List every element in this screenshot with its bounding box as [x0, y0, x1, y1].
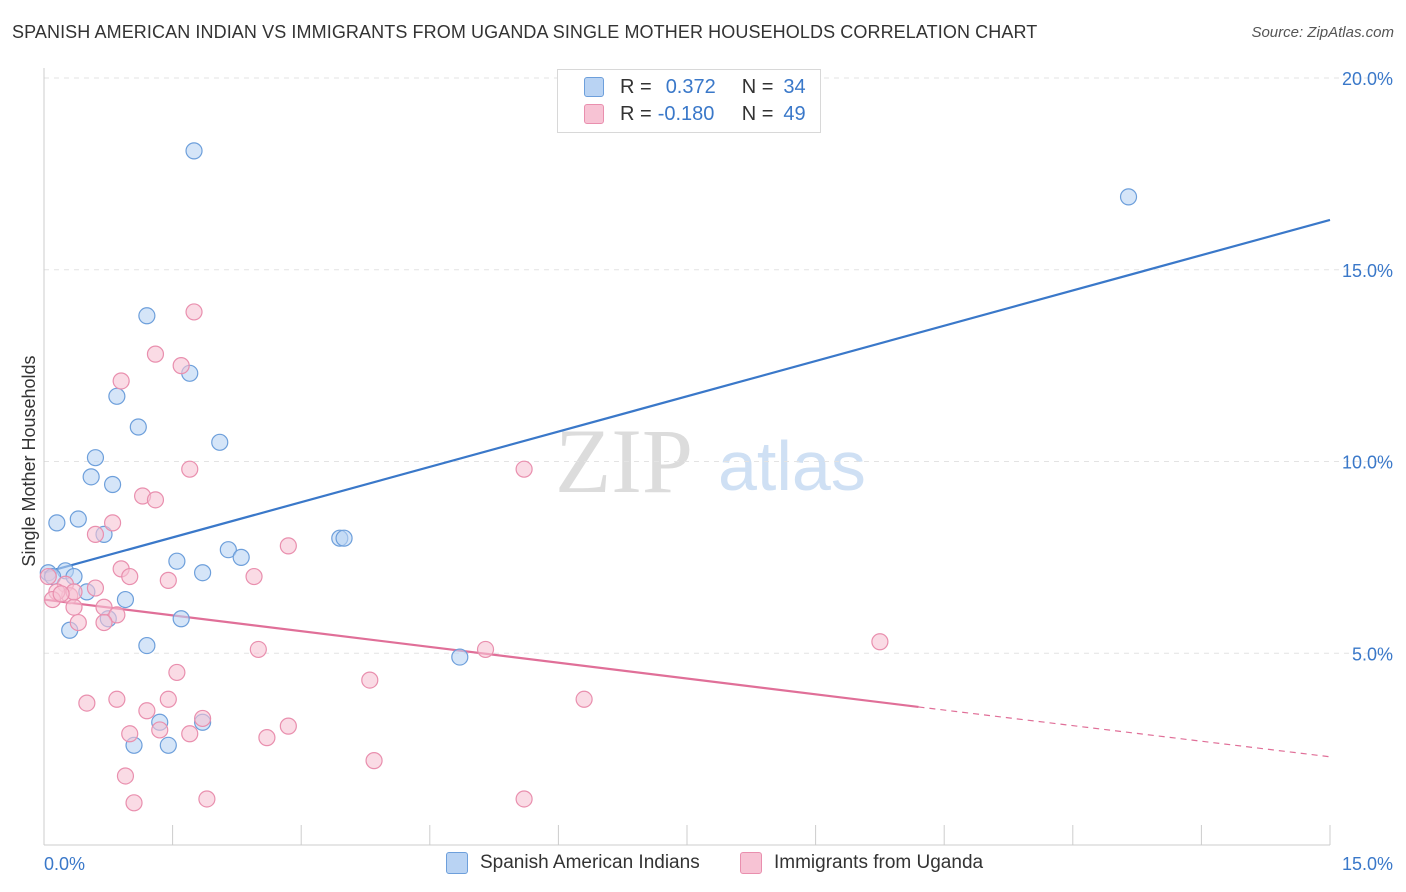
- legend-n-label: N =: [741, 75, 774, 98]
- point-spanish-american-indians: [1119, 188, 1138, 206]
- legend-n-value: 49: [783, 102, 806, 125]
- point-immigrants-from-uganda: [159, 571, 177, 589]
- point-immigrants-from-uganda: [159, 690, 177, 708]
- source-credit: Source: ZipAtlas.com: [1251, 24, 1394, 41]
- point-spanish-american-indians: [185, 142, 203, 160]
- legend-row-blue: R = 0.372 N = 34: [584, 74, 806, 100]
- legend-n-value: 34: [783, 75, 806, 98]
- legend-r-value: 0.372: [665, 75, 716, 98]
- point-spanish-american-indians: [48, 514, 66, 532]
- gridlines: [44, 77, 1392, 654]
- point-immigrants-from-uganda: [121, 567, 139, 586]
- y-axis-label: Single Mother Households: [19, 355, 39, 566]
- point-spanish-american-indians: [172, 610, 190, 628]
- point-immigrants-from-uganda: [185, 303, 203, 321]
- point-spanish-american-indians: [194, 564, 212, 582]
- trend-line-spanish-american-indians: [43, 218, 1331, 574]
- y-tick-label: 15.0%: [1342, 261, 1393, 281]
- point-immigrants-from-uganda: [95, 613, 113, 632]
- y-tick-label: 20.0%: [1342, 69, 1393, 89]
- point-immigrants-from-uganda: [249, 640, 267, 659]
- x-tick-label: 15.0%: [1342, 854, 1393, 874]
- point-immigrants-from-uganda: [138, 702, 156, 720]
- legend-row-pink: R = -0.180 N = 49: [584, 101, 806, 127]
- point-immigrants-from-uganda: [146, 491, 165, 509]
- point-immigrants-from-uganda: [198, 790, 216, 808]
- point-immigrants-from-uganda: [86, 579, 105, 597]
- legend-r-value: -0.180: [657, 102, 715, 125]
- point-spanish-american-indians: [129, 418, 147, 436]
- point-spanish-american-indians: [168, 552, 186, 570]
- point-immigrants-from-uganda: [172, 357, 190, 375]
- legend-swatch-pink: [740, 852, 762, 874]
- tick-labels: 5.0% 10.0% 15.0% 20.0% 0.0% 15.0% Single Mothe…: [19, 69, 1393, 874]
- point-spanish-american-indians: [86, 449, 105, 467]
- data-points: [39, 142, 1138, 812]
- point-spanish-american-indians: [116, 590, 135, 609]
- point-immigrants-from-uganda: [52, 585, 70, 603]
- point-immigrants-from-uganda: [39, 567, 57, 586]
- point-immigrants-from-uganda: [194, 709, 212, 728]
- x-tick-label: 0.0%: [44, 854, 85, 874]
- point-spanish-american-indians: [211, 433, 229, 451]
- legend-r-label: R =: [620, 75, 652, 98]
- point-immigrants-from-uganda: [103, 514, 122, 532]
- point-immigrants-from-uganda: [515, 460, 533, 478]
- point-spanish-american-indians: [451, 648, 469, 666]
- point-spanish-american-indians: [69, 510, 87, 528]
- legend-swatch-blue: [584, 77, 604, 97]
- point-spanish-american-indians: [138, 636, 156, 655]
- point-immigrants-from-uganda: [69, 613, 87, 632]
- point-immigrants-from-uganda: [168, 663, 186, 682]
- point-spanish-american-indians: [138, 307, 156, 325]
- y-tick-label: 10.0%: [1342, 453, 1393, 473]
- point-immigrants-from-uganda: [116, 767, 135, 785]
- legend-n-label: N =: [741, 102, 774, 125]
- legend-swatch-blue: [446, 852, 468, 874]
- axes: [43, 68, 1331, 846]
- point-immigrants-from-uganda: [181, 460, 199, 478]
- point-spanish-american-indians: [219, 541, 237, 559]
- point-spanish-american-indians: [103, 475, 122, 494]
- watermark-atlas: atlas: [718, 427, 866, 505]
- point-spanish-american-indians: [335, 529, 353, 547]
- point-immigrants-from-uganda: [181, 725, 199, 743]
- point-immigrants-from-uganda: [575, 690, 593, 708]
- point-immigrants-from-uganda: [146, 345, 165, 363]
- point-immigrants-from-uganda: [108, 606, 126, 624]
- point-spanish-american-indians: [232, 548, 250, 566]
- point-immigrants-from-uganda: [279, 537, 297, 555]
- point-immigrants-from-uganda: [258, 729, 276, 747]
- point-immigrants-from-uganda: [151, 721, 169, 739]
- point-spanish-american-indians: [159, 736, 177, 754]
- point-spanish-american-indians: [82, 468, 100, 486]
- trend-line-extension-immigrants-from-uganda: [918, 706, 1331, 758]
- series-legend: Spanish American Indians Immigrants from…: [0, 852, 1406, 878]
- correlation-legend: R = 0.372 N = 34 R = -0.180 N = 49: [557, 69, 821, 133]
- point-immigrants-from-uganda: [86, 525, 105, 543]
- legend-swatch-pink: [584, 104, 604, 124]
- point-immigrants-from-uganda: [121, 725, 139, 743]
- point-immigrants-from-uganda: [361, 671, 379, 689]
- point-immigrants-from-uganda: [125, 794, 143, 812]
- point-immigrants-from-uganda: [365, 752, 383, 770]
- point-immigrants-from-uganda: [78, 694, 96, 712]
- legend-item-spanish-american-indians: Spanish American Indians: [446, 852, 700, 874]
- point-immigrants-from-uganda: [871, 633, 889, 651]
- point-immigrants-from-uganda: [245, 567, 263, 586]
- point-immigrants-from-uganda: [112, 372, 130, 390]
- legend-item-immigrants-from-uganda: Immigrants from Uganda: [740, 852, 983, 874]
- legend-label: Spanish American Indians: [480, 852, 700, 873]
- legend-r-label: R =: [620, 102, 652, 125]
- y-tick-label: 5.0%: [1352, 644, 1393, 664]
- point-immigrants-from-uganda: [108, 690, 126, 708]
- point-immigrants-from-uganda: [476, 640, 495, 659]
- point-immigrants-from-uganda: [279, 717, 297, 735]
- point-spanish-american-indians: [108, 387, 126, 405]
- point-immigrants-from-uganda: [65, 598, 83, 616]
- chart-title: SPANISH AMERICAN INDIAN VS IMMIGRANTS FR…: [12, 22, 1038, 42]
- legend-label: Immigrants from Uganda: [774, 852, 984, 873]
- point-immigrants-from-uganda: [515, 790, 533, 808]
